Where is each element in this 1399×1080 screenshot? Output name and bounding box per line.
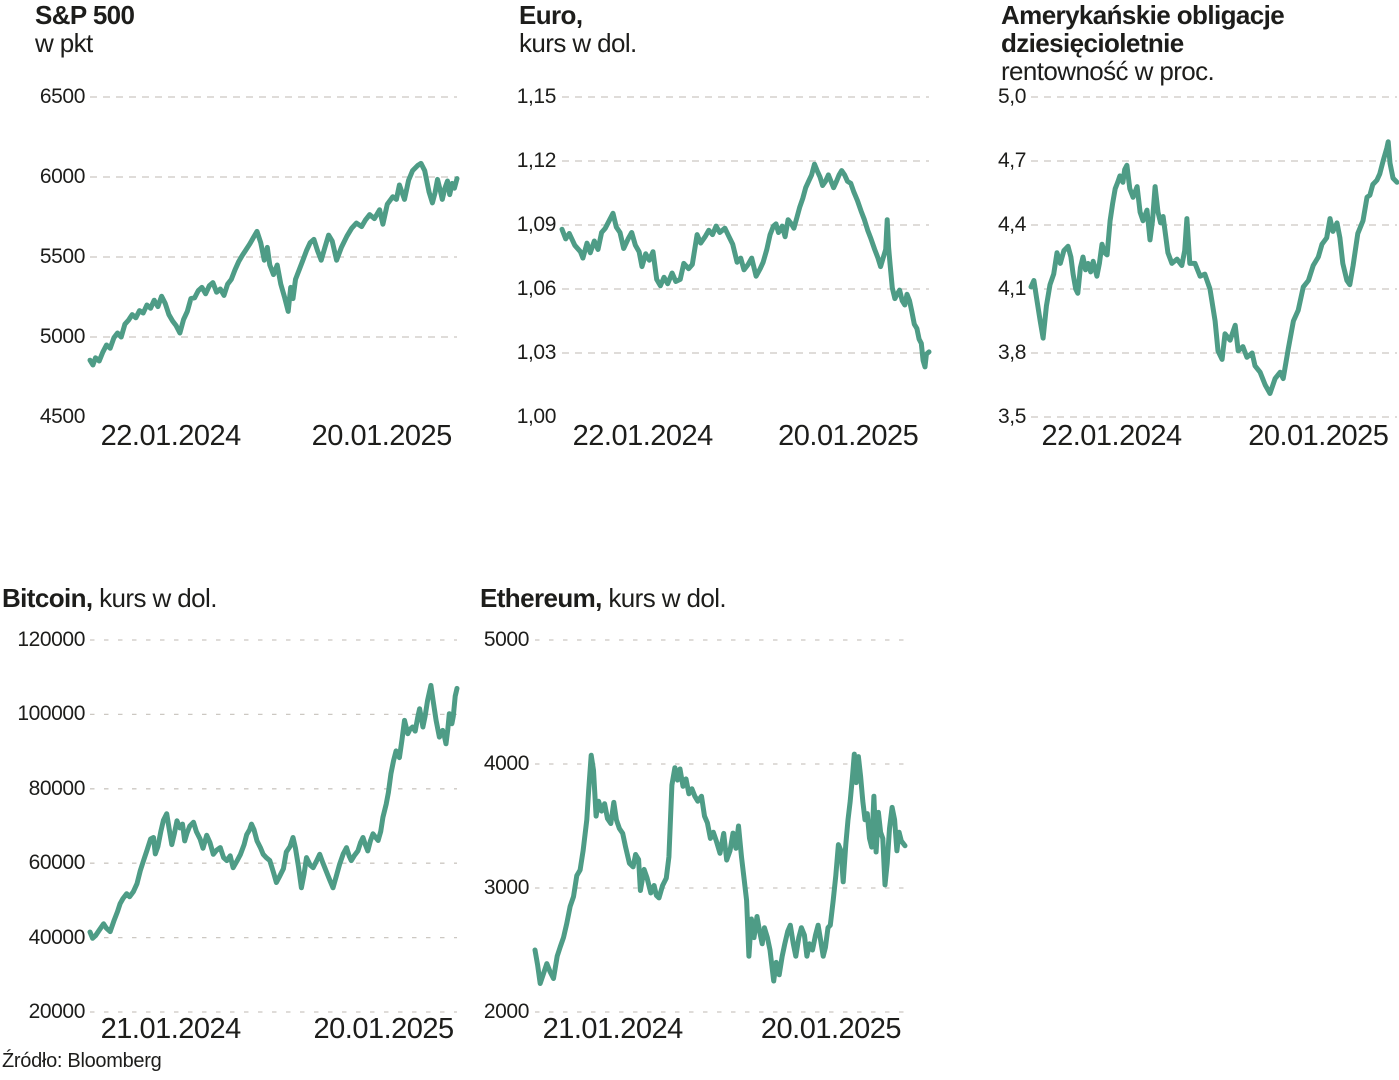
x-tick-label: 22.01.2024 bbox=[100, 420, 242, 452]
y-tick-label: 1,09 bbox=[516, 213, 557, 236]
title-text: S&P 500 bbox=[35, 0, 135, 30]
y-tick-label: 20000 bbox=[28, 1000, 86, 1023]
y-tick-label: 2000 bbox=[483, 1000, 530, 1023]
subtitle-text: kurs w dol. bbox=[92, 583, 217, 613]
subtitle-text: rentowność w proc. bbox=[1001, 56, 1215, 86]
y-tick-label: 4000 bbox=[483, 752, 530, 775]
x-tick-label: 20.01.2025 bbox=[311, 420, 453, 452]
chart-title-sp500: S&P 500 w pkt bbox=[35, 0, 135, 57]
y-tick-label: 1,12 bbox=[516, 149, 557, 172]
price-line-ethereum bbox=[532, 751, 908, 986]
chart-title-line: rentowność w proc. bbox=[1001, 57, 1284, 85]
y-tick-label: 3000 bbox=[483, 876, 530, 899]
subtitle-text: kurs w dol. bbox=[601, 583, 727, 613]
subtitle-text: kurs w dol. bbox=[519, 28, 637, 58]
y-tick-label: 1,03 bbox=[516, 341, 557, 364]
source-label: Źródło: Bloomberg bbox=[2, 1050, 162, 1072]
chart-title-line: kurs w dol. bbox=[519, 29, 637, 57]
y-tick-label: 4,1 bbox=[998, 277, 1026, 300]
x-tick-label: 20.01.2025 bbox=[1248, 420, 1389, 452]
line-chart-svg-ethereum bbox=[532, 639, 908, 1013]
y-tick-label: 6500 bbox=[39, 85, 86, 108]
y-tick-label: 1,00 bbox=[516, 405, 557, 428]
line-chart-svg-sp500 bbox=[87, 96, 460, 368]
chart-title-bitcoin: Bitcoin, kurs w dol. bbox=[2, 584, 217, 612]
y-tick-label: 5000 bbox=[483, 628, 530, 651]
line-chart-svg-bonds bbox=[1028, 96, 1399, 418]
title-text: Bitcoin, bbox=[2, 583, 93, 613]
y-tick-label: 5,0 bbox=[998, 85, 1026, 108]
line-chart-svg-bitcoin bbox=[87, 639, 460, 1013]
chart-title-line: S&P 500 bbox=[35, 0, 135, 30]
x-tick-label: 22.01.2024 bbox=[1041, 420, 1182, 452]
chart-title-line: w pkt bbox=[35, 29, 134, 57]
y-tick-label: 40000 bbox=[28, 925, 86, 949]
y-tick-label: 60000 bbox=[28, 851, 86, 875]
price-line-bonds bbox=[1028, 139, 1399, 396]
title-text: Ethereum, bbox=[480, 583, 602, 613]
chart-title-line: Euro, bbox=[519, 1, 637, 29]
y-tick-label: 4500 bbox=[39, 405, 86, 428]
y-tick-label: 5500 bbox=[39, 245, 86, 268]
chart-title-line: Ethereum, kurs w dol. bbox=[480, 583, 727, 613]
x-tick-label: 21.01.2024 bbox=[100, 1013, 242, 1045]
y-tick-label: 1,06 bbox=[516, 277, 557, 300]
y-tick-label: 3,8 bbox=[998, 341, 1026, 364]
chart-title-line: Bitcoin, kurs w dol. bbox=[2, 584, 217, 612]
chart-title-line: dziesięcioletnie bbox=[1001, 29, 1284, 57]
y-tick-label: 4,7 bbox=[998, 149, 1026, 172]
y-tick-label: 100000 bbox=[17, 702, 85, 726]
y-tick-label: 1,15 bbox=[516, 85, 557, 108]
x-tick-label: 20.01.2025 bbox=[313, 1013, 455, 1045]
chart-title-bonds: Amerykańskie obligacje dziesięcioletnie re… bbox=[1001, 0, 1285, 85]
x-tick-label: 20.01.2025 bbox=[778, 420, 919, 452]
y-tick-label: 6000 bbox=[39, 165, 86, 188]
y-tick-label: 5000 bbox=[39, 325, 86, 348]
x-tick-label: 20.01.2025 bbox=[760, 1013, 902, 1045]
title-text: Amerykańskie obligacje bbox=[1001, 0, 1285, 30]
title-text: dziesięcioletnie bbox=[1001, 28, 1184, 58]
y-tick-label: 3,5 bbox=[998, 405, 1026, 428]
x-tick-label: 21.01.2024 bbox=[542, 1013, 684, 1045]
chart-title-ethereum: Ethereum, kurs w dol. bbox=[480, 583, 727, 613]
y-tick-label: 80000 bbox=[28, 776, 86, 800]
chart-title-euro: Euro, kurs w dol. bbox=[519, 1, 637, 57]
price-line-euro bbox=[559, 161, 932, 370]
subtitle-text: w pkt bbox=[35, 28, 93, 58]
title-text: Euro, bbox=[519, 0, 583, 30]
price-line-sp500 bbox=[87, 160, 460, 368]
price-line-bitcoin bbox=[87, 682, 460, 941]
line-chart-svg-euro bbox=[559, 96, 932, 370]
chart-title-line: Amerykańskie obligacje bbox=[1001, 0, 1285, 30]
x-tick-label: 22.01.2024 bbox=[572, 420, 714, 452]
y-tick-label: 4,4 bbox=[998, 213, 1026, 236]
y-tick-label: 120000 bbox=[17, 628, 85, 651]
